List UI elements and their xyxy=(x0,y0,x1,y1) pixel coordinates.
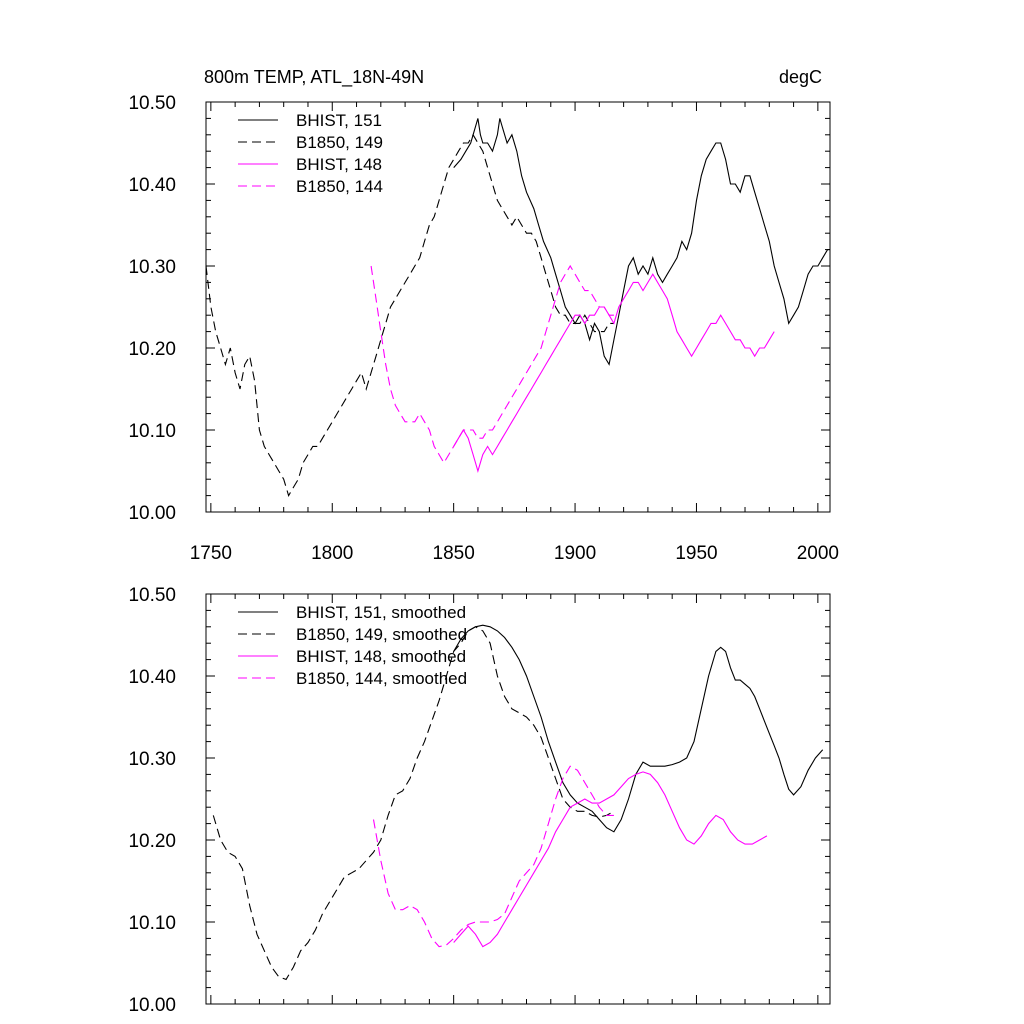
x-tick-label: 1800 xyxy=(311,543,353,564)
y-tick-label: 10.20 xyxy=(128,831,176,852)
bottom-series xyxy=(212,624,824,981)
x-tick-label: 2000 xyxy=(797,543,839,564)
series-line xyxy=(453,273,775,473)
top-axes: 10.00 10.10 10.20 10.30 10.40 10.50 1750 1800 18… xyxy=(128,93,839,564)
y-tick-label: 10.50 xyxy=(128,93,176,114)
y-tick-label: 10.30 xyxy=(128,749,176,770)
series-line xyxy=(453,771,768,948)
legend-label: B1850, 149 xyxy=(296,133,383,152)
x-tick-label: 1750 xyxy=(190,543,232,564)
x-tick-label: 1900 xyxy=(554,543,596,564)
legend-label: BHIST, 148, smoothed xyxy=(296,647,466,666)
legend-label: BHIST, 151, smoothed xyxy=(296,603,466,622)
top-panel: 800m TEMP, ATL_18N-49N degC 10.0010.1010… xyxy=(128,67,839,564)
legend-label: B1850, 144 xyxy=(296,177,383,196)
legend-label: BHIST, 151 xyxy=(296,111,382,130)
y-tick-label: 10.50 xyxy=(128,585,176,606)
y-tick-label: 10.10 xyxy=(128,913,176,934)
y-tick-label: 10.00 xyxy=(128,503,176,524)
bottom-legend: BHIST, 151, smoothed B1850, 149, smoothed… xyxy=(238,603,467,688)
series-line xyxy=(205,133,614,497)
x-tick-label: 1850 xyxy=(433,543,475,564)
y-tick-label: 10.30 xyxy=(128,257,176,278)
series-line xyxy=(372,765,614,948)
y-tick-label: 10.20 xyxy=(128,339,176,360)
y-tick-label: 10.00 xyxy=(128,995,176,1016)
chart-title: 800m TEMP, ATL_18N-49N xyxy=(204,67,424,88)
y-tick-label: 10.40 xyxy=(128,667,176,688)
units-label: degC xyxy=(779,67,822,87)
series-line xyxy=(370,264,614,464)
bottom-panel: 10.00 10.10 10.20 10.30 10.40 10.50 BHIST, 15… xyxy=(128,585,831,1016)
legend-label: BHIST, 148 xyxy=(296,155,382,174)
series-line xyxy=(453,624,824,833)
series-line xyxy=(453,118,830,366)
top-legend: BHIST, 151 B1850, 149 BHIST, 148 B1850, 144 xyxy=(238,111,383,196)
y-tick-label: 10.40 xyxy=(128,175,176,196)
legend-label: B1850, 149, smoothed xyxy=(296,625,467,644)
series-line xyxy=(212,626,615,981)
legend-label: B1850, 144, smoothed xyxy=(296,669,467,688)
x-tick-label: 1950 xyxy=(675,543,717,564)
bottom-axes: 10.00 10.10 10.20 10.30 10.40 10.50 xyxy=(128,585,831,1016)
plot-frame xyxy=(205,593,831,1005)
top-series xyxy=(205,118,830,497)
plot-frame xyxy=(205,101,831,513)
y-tick-label: 10.10 xyxy=(128,421,176,442)
